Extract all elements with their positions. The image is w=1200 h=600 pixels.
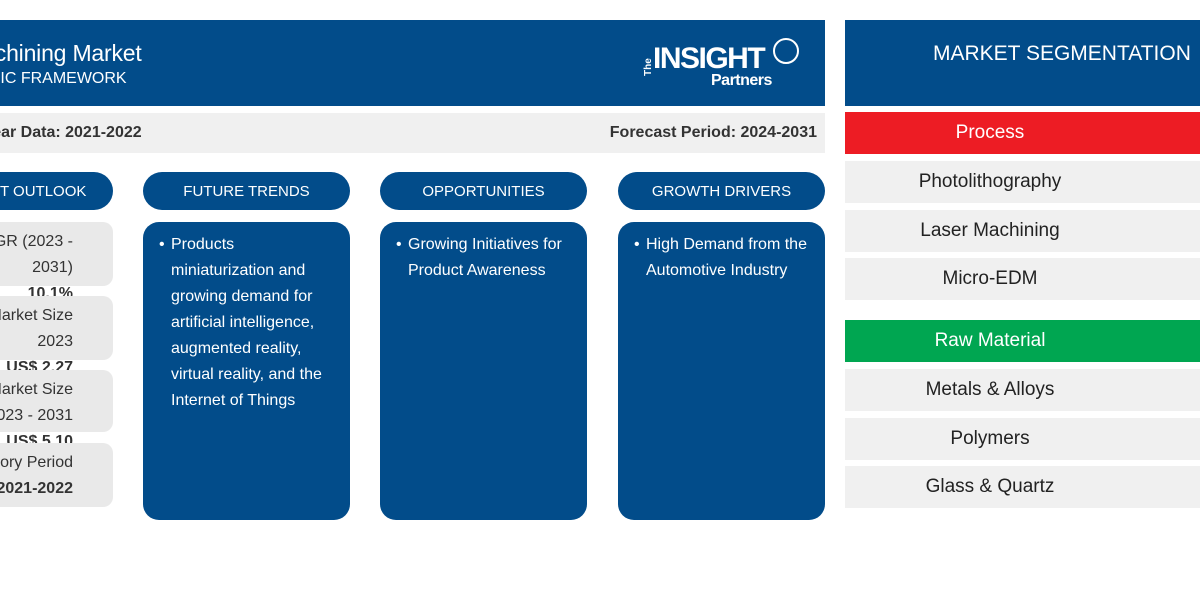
logo-insight-text: INSIGHT [653,42,766,75]
future-trends-card: • Products miniaturization and growing d… [143,222,350,520]
market-segmentation-title: MARKET SEGMENTATION [845,20,1200,106]
stat-history-period: History Period 2021-2022 [0,443,113,507]
list-item: • Growing Initiatives for Product Awaren… [396,232,577,284]
stat-market-size-2031: Market Size 2023 - 2031 US$ 5.10 Billion [0,370,113,476]
logo-partners-text: Partners [711,72,772,89]
stat-value: 2021-2022 [0,480,73,497]
segment-item-metals-alloys: Metals & Alloys [845,369,1200,411]
header-band [0,20,825,106]
insight-partners-logo: The INSIGHT Partners [643,38,803,94]
base-year: Base Year Data: 2021-2022 [0,124,142,141]
stat-label: CAGR (2023 - 2031) [0,233,73,276]
stat-cagr: CAGR (2023 - 2031) 10.1% [0,222,113,302]
stat-label: Market Size 2023 [0,307,73,350]
logo-ring-icon [773,38,799,64]
bullet-icon: • [159,236,165,253]
list-item: • Products miniaturization and growing d… [159,232,340,414]
opportunities-header: OPPORTUNITIES [380,172,587,210]
growth-drivers-header: GROWTH DRIVERS [618,172,825,210]
page-subtitle: STRATEGIC FRAMEWORK [0,70,127,87]
opportunities-card: • Growing Initiatives for Product Awaren… [380,222,587,520]
segment-item-photolithography: Photolithography [845,161,1200,203]
bullet-icon: • [634,236,640,253]
bullet-text: Growing Initiatives for Product Awarenes… [408,236,562,279]
segment-item-micro-edm: Micro-EDM [845,258,1200,300]
stat-market-size-2023: Market Size 2023 US$ 2.27 Billion [0,296,113,402]
segment-category-process: Process [845,112,1200,154]
stat-label: History Period [0,454,73,471]
future-trends-header: FUTURE TRENDS [143,172,350,210]
segment-item-laser-machining: Laser Machining [845,210,1200,252]
market-outlook-header: MARKET OUTLOOK [0,172,113,210]
segment-item-glass-quartz: Glass & Quartz [845,466,1200,508]
bullet-icon: • [396,236,402,253]
stat-label: Market Size 2023 - 2031 [0,381,73,424]
bullet-text: Products miniaturization and growing dem… [171,236,322,409]
forecast-period: Forecast Period: 2024-2031 [609,124,817,141]
growth-drivers-card: • High Demand from the Automotive Indust… [618,222,825,520]
segment-category-raw-material: Raw Material [845,320,1200,362]
bullet-text: High Demand from the Automotive Industry [646,236,807,279]
list-item: • High Demand from the Automotive Indust… [634,232,815,284]
years-band [0,113,825,153]
page-title: Micromachining Market [0,40,142,66]
segment-item-polymers: Polymers [845,418,1200,460]
